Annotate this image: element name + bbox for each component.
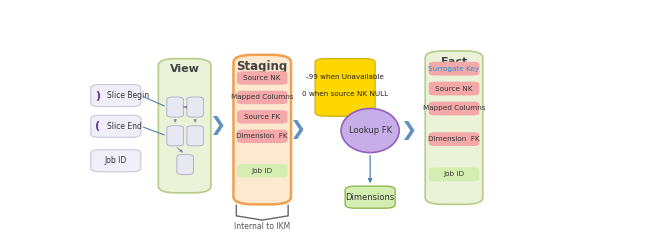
Text: Staging: Staging [236, 60, 288, 73]
FancyBboxPatch shape [429, 102, 479, 115]
Text: Source FK: Source FK [244, 114, 280, 120]
FancyBboxPatch shape [429, 168, 479, 181]
FancyBboxPatch shape [429, 132, 479, 146]
Text: Slice End: Slice End [107, 122, 142, 131]
Text: Dimension  FK: Dimension FK [236, 133, 288, 139]
Text: Dimensions: Dimensions [346, 193, 395, 202]
FancyBboxPatch shape [345, 186, 395, 208]
FancyBboxPatch shape [237, 164, 287, 178]
Text: Slice Begin: Slice Begin [107, 91, 149, 100]
Text: ❯: ❯ [209, 116, 225, 135]
FancyBboxPatch shape [315, 59, 375, 116]
Text: Mapped Columns: Mapped Columns [422, 106, 485, 112]
FancyBboxPatch shape [90, 150, 141, 172]
Text: Surrogate Key: Surrogate Key [428, 65, 479, 72]
Text: Dimension  FK: Dimension FK [428, 136, 480, 142]
FancyBboxPatch shape [167, 97, 183, 117]
Text: Lookup FK: Lookup FK [349, 126, 391, 135]
FancyBboxPatch shape [233, 55, 291, 204]
Text: View: View [170, 64, 200, 74]
Text: Fact: Fact [441, 57, 467, 67]
Text: Job ID: Job ID [252, 168, 273, 174]
FancyBboxPatch shape [90, 115, 141, 137]
FancyBboxPatch shape [237, 129, 287, 143]
Text: ): ) [95, 91, 100, 101]
Polygon shape [330, 108, 365, 116]
FancyBboxPatch shape [158, 59, 211, 193]
FancyBboxPatch shape [167, 126, 183, 146]
Text: ❯: ❯ [289, 120, 306, 139]
FancyBboxPatch shape [237, 110, 287, 124]
Text: Source NK: Source NK [244, 75, 281, 81]
Text: ❯: ❯ [400, 121, 417, 140]
Text: Internal to IKM: Internal to IKM [234, 222, 290, 231]
Text: Source NK: Source NK [435, 86, 473, 92]
Text: Mapped Columns: Mapped Columns [231, 94, 293, 100]
FancyBboxPatch shape [90, 84, 141, 107]
FancyBboxPatch shape [237, 71, 287, 85]
Text: 0 when source NK NULL: 0 when source NK NULL [302, 91, 388, 97]
Text: Job ID: Job ID [443, 172, 464, 178]
Text: Job ID: Job ID [105, 156, 127, 165]
FancyBboxPatch shape [425, 51, 483, 204]
FancyBboxPatch shape [429, 62, 479, 75]
FancyBboxPatch shape [429, 82, 479, 95]
FancyBboxPatch shape [177, 154, 193, 175]
Ellipse shape [341, 109, 399, 153]
Text: -99 when Unavailable: -99 when Unavailable [306, 74, 384, 80]
FancyBboxPatch shape [187, 97, 203, 117]
FancyBboxPatch shape [237, 91, 287, 104]
FancyBboxPatch shape [187, 126, 203, 146]
Text: (: ( [95, 121, 100, 131]
